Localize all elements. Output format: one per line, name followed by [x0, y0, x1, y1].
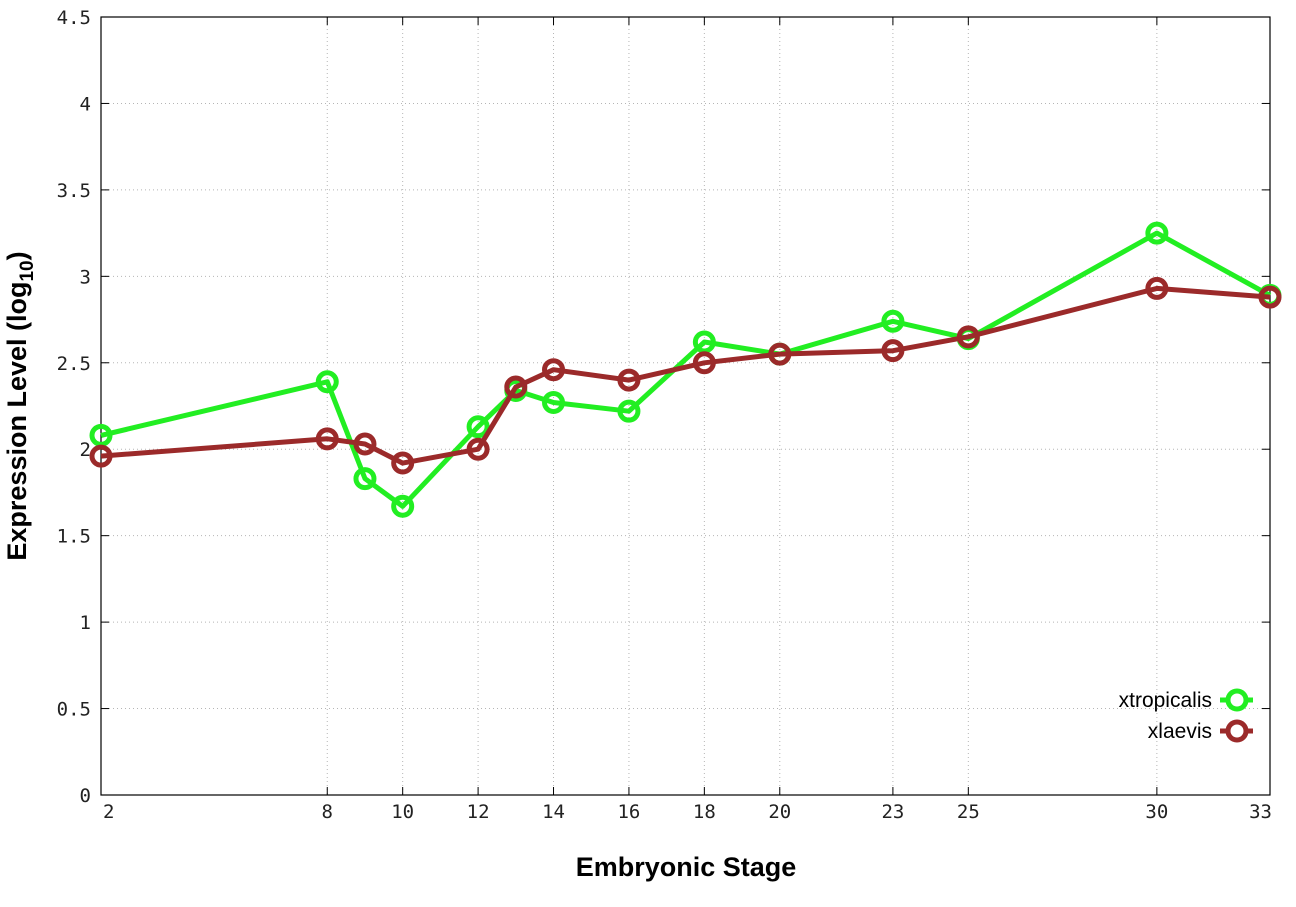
- x-tick-label: 12: [467, 801, 490, 823]
- data-point: [391, 494, 415, 518]
- data-point: [89, 444, 113, 468]
- y-tick-label: 1.5: [57, 526, 91, 548]
- series-line-xtropicalis: [100, 230, 1272, 509]
- x-tick-label: 8: [322, 801, 333, 823]
- legend-marker: [1225, 719, 1249, 743]
- legend-marker: [1225, 688, 1249, 712]
- x-tick-label: 10: [391, 801, 414, 823]
- y-axis-title-main: Expression Level (log: [2, 282, 32, 561]
- data-point: [692, 330, 716, 354]
- y-axis-title: Expression Level (log10): [2, 251, 38, 560]
- y-tick-label: 1: [80, 612, 91, 634]
- y-tick-label: 2.5: [57, 353, 91, 375]
- x-axis-ticks: 2 8 10 12 14 16 18 20 23 25 30 33: [100, 17, 1272, 823]
- data-point: [353, 467, 377, 491]
- y-tick-label: 4.5: [57, 7, 91, 29]
- legend-entry-xlaevis: xlaevis: [1148, 719, 1253, 743]
- series-xlaevis: [89, 276, 1282, 475]
- data-series: [89, 221, 1282, 518]
- data-point: [504, 375, 528, 399]
- x-tick-label: 14: [542, 801, 565, 823]
- data-point: [617, 368, 641, 392]
- legend-label: xlaevis: [1148, 720, 1212, 743]
- grid-lines: [101, 17, 1270, 795]
- x-tick-label: 18: [693, 801, 716, 823]
- data-point: [881, 339, 905, 363]
- x-axis-title: Embryonic Stage: [576, 852, 797, 882]
- x-tick-label: 25: [957, 801, 980, 823]
- x-tick-label: 16: [617, 801, 640, 823]
- x-tick-label: 30: [1145, 801, 1168, 823]
- y-axis-title-close: ): [2, 251, 32, 260]
- y-axis-ticks: 0 0.5 1 1.5 2 2.5 3 3.5 4 4.5: [57, 7, 1270, 807]
- series-line-xlaevis: [100, 285, 1271, 466]
- data-point: [1145, 276, 1169, 300]
- data-point: [542, 358, 566, 382]
- x-tick-label: 33: [1249, 801, 1272, 823]
- data-point: [353, 432, 377, 456]
- y-tick-label: 3: [80, 266, 91, 288]
- legend: xtropicalis xlaevis: [1119, 688, 1253, 743]
- plot-border: [100, 16, 1271, 796]
- data-point: [692, 351, 716, 375]
- data-point: [1258, 285, 1282, 309]
- data-point: [542, 391, 566, 415]
- plot-frame: [100, 16, 1271, 796]
- y-tick-label: 4: [80, 93, 91, 115]
- data-point: [315, 427, 339, 451]
- legend-label: xtropicalis: [1119, 689, 1212, 712]
- legend-entry-xtropicalis: xtropicalis: [1119, 688, 1253, 712]
- y-tick-label: 0.5: [57, 699, 91, 721]
- data-point: [617, 399, 641, 423]
- x-tick-label: 2: [103, 801, 114, 823]
- data-point: [89, 423, 113, 447]
- y-tick-label: 2: [80, 439, 91, 461]
- y-tick-label: 3.5: [57, 180, 91, 202]
- data-point: [466, 437, 490, 461]
- data-point: [881, 309, 905, 333]
- data-point: [768, 342, 792, 366]
- data-point: [466, 415, 490, 439]
- data-point: [391, 451, 415, 475]
- data-point: [315, 370, 339, 394]
- data-point: [1145, 221, 1169, 245]
- y-axis-title-subscript: 10: [17, 260, 38, 281]
- y-tick-label: 0: [80, 785, 91, 807]
- x-tick-label: 20: [768, 801, 791, 823]
- x-tick-label: 23: [881, 801, 904, 823]
- data-point: [956, 325, 980, 349]
